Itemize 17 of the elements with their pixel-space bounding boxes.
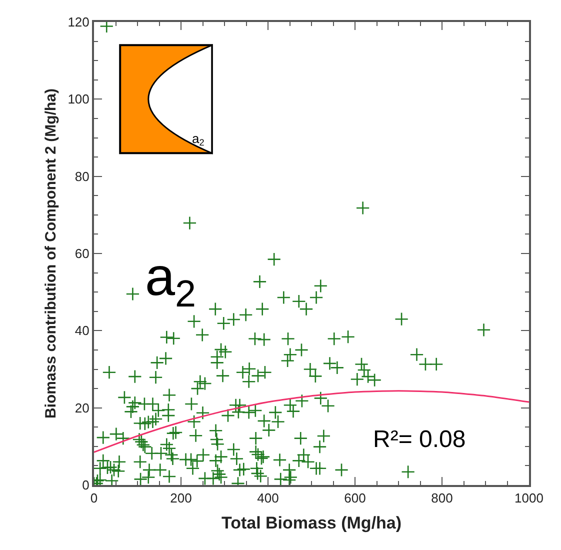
x-tick-label: 200 (170, 490, 192, 506)
x-tick-label: 1000 (514, 490, 544, 506)
y-tick-label: 60 (74, 246, 90, 262)
annotation: a$_{2}$ (145, 247, 196, 316)
y-tick-label: 100 (68, 92, 90, 107)
y-tick-label: 40 (74, 323, 90, 338)
x-axis-title: Total Biomass (Mg/ha) (221, 514, 402, 532)
x-tick-label: 600 (344, 490, 366, 506)
x-tick-label: 400 (257, 490, 279, 506)
y-tick-label: 0 (82, 478, 90, 493)
x-tick-label: 800 (431, 490, 453, 506)
y-tick-label: 120 (68, 14, 90, 30)
y-axis-title: Biomass contribution of Component 2 (Mg/ha) (42, 88, 60, 418)
y-tick-label: 80 (74, 168, 90, 184)
annotation: R²= 0.08 (373, 426, 466, 453)
line-series (94, 390, 529, 453)
y-tick-label: 20 (74, 400, 90, 416)
